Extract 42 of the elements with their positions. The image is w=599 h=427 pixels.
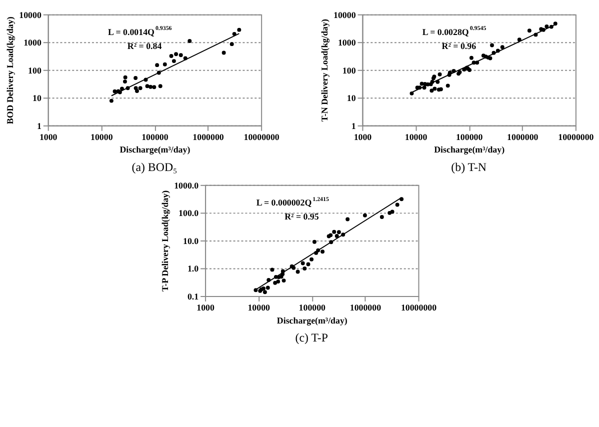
y-axis-title: T-P Delivery Load(kg/day) — [160, 190, 170, 292]
y-tick-label: 100 — [342, 65, 356, 76]
y-tick-label: 1000 — [338, 38, 356, 48]
x-tick-label: 100000 — [298, 302, 326, 312]
x-tick-label: 100000 — [456, 132, 484, 142]
y-tick-label: 100.0 — [178, 208, 200, 218]
y-axis-title: T-N Delivery Load(kg/day) — [320, 19, 330, 122]
x-axis-title: Discharge(m³/day) — [276, 315, 348, 326]
y-tick-label: 10 — [346, 93, 356, 104]
y-tick-label: 10.0 — [183, 236, 200, 246]
y-tick-label: 10000 — [19, 10, 42, 20]
x-tick-label: 10000 — [90, 132, 114, 142]
text: (a) BOD₅ — [132, 160, 178, 174]
y-tick-label: 1000 — [24, 38, 42, 48]
x-tick-label: 1000 — [354, 132, 372, 142]
x-tick-label: 1000000 — [507, 132, 539, 142]
y-tick-label: 1 — [351, 120, 356, 131]
x-tick-label: 1000000 — [192, 132, 224, 142]
x-tick-label: 100000 — [142, 132, 169, 142]
y-tick-label: 1 — [36, 120, 42, 131]
text: (c) T-P — [295, 330, 328, 345]
x-tick-label: 1000 — [196, 302, 215, 312]
annotation: R² = 0.95 — [284, 212, 320, 222]
text: (b) T-N — [451, 160, 487, 174]
y-axis-title: BOD Delivery Load(kg/day) — [5, 16, 16, 124]
x-tick-label: 10000 — [404, 132, 428, 142]
y-tick-label: 1.0 — [187, 264, 200, 274]
x-axis-title: Discharge(m³/day) — [120, 144, 190, 155]
y-tick-label: 0.1 — [187, 291, 199, 302]
x-tick-label: 1000000 — [350, 302, 382, 312]
x-tick-label: 10000000 — [244, 132, 280, 142]
y-tick-label: 10000 — [334, 10, 356, 20]
x-tick-label: 1000 — [39, 132, 58, 142]
y-tick-label: 10 — [32, 93, 42, 104]
y-tick-label: 1000.0 — [174, 180, 200, 190]
x-tick-label: 10000000 — [558, 132, 594, 142]
x-tick-label: 10000000 — [400, 302, 438, 312]
annotation: R² = 0.84 — [127, 41, 162, 52]
annotation: R² = 0.96 — [442, 41, 477, 52]
x-tick-label: 10000 — [248, 302, 271, 312]
x-axis-title: Discharge(m³/day) — [434, 144, 505, 155]
y-tick-label: 100 — [28, 65, 42, 76]
